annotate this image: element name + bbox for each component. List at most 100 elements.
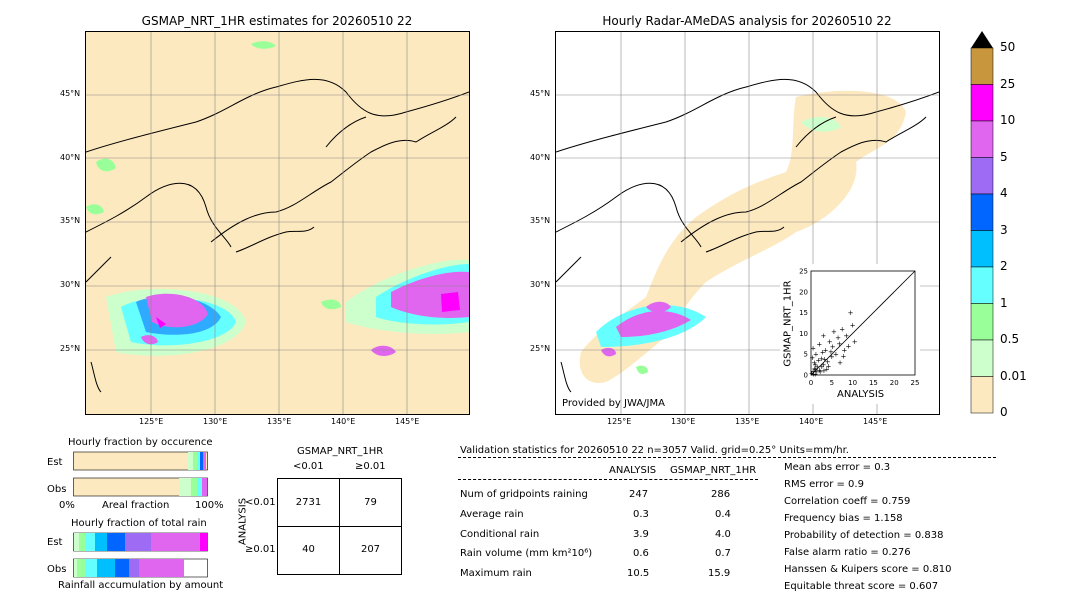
scatter-y-tick: 20 (799, 288, 808, 296)
validation-row-gsmap: 0.4 (715, 509, 731, 520)
right-map: Provided by JWA/JMA (555, 31, 940, 415)
right-coastlines (556, 78, 939, 393)
scatter-point: + (812, 361, 818, 369)
validation-score: Frequency bias = 1.158 (784, 513, 903, 524)
scatter-point: + (826, 362, 832, 370)
scatter-x-tick: 20 (890, 379, 899, 387)
validation-row-label: Rain volume (mm km²10⁶) (460, 548, 593, 559)
scatter-point: + (829, 353, 835, 361)
occurence-est-bar (73, 451, 208, 471)
left-map-title: GSMAP_NRT_1HR estimates for 20260510 22 (141, 14, 413, 28)
colorbar-block (970, 303, 994, 341)
colorbar-label: 3 (1000, 222, 1008, 237)
validation-col-analysis: ANALYSIS (609, 465, 657, 476)
right-lon-tick: 140°E (799, 417, 824, 426)
occurence-xtick-100: 100% (195, 500, 224, 511)
right-lon-tick: 125°E (607, 417, 632, 426)
total-rain-est-segment (200, 533, 207, 551)
occurence-obs-bar (73, 477, 208, 497)
contingency-header: GSMAP_NRT_1HR (297, 446, 384, 457)
colorbar-block (970, 230, 994, 268)
total-rain-obs-segment (74, 559, 77, 577)
scatter-point: + (818, 355, 824, 363)
right-map-title: Hourly Radar-AMeDAS analysis for 2026051… (602, 14, 892, 28)
right-lat-tick: 30°N (530, 280, 551, 289)
colorbar-label: 4 (1000, 186, 1008, 200)
left-lat-tick: 40°N (60, 153, 81, 162)
scatter-point: + (819, 363, 825, 371)
occurence-obs-segment (202, 478, 207, 496)
validation-score: Hanssen & Kuipers score = 0.810 (784, 564, 952, 575)
colorbar-label: 5 (1000, 149, 1008, 164)
colorbar-block (970, 120, 994, 158)
total-rain-est-segment (79, 533, 85, 551)
scatter-point: + (817, 368, 823, 376)
contingency-cell: 40 (302, 544, 315, 555)
total-rain-obs-segment (97, 559, 115, 577)
contingency-col-label: ≥0.01 (355, 461, 386, 472)
left-coastlines (86, 78, 469, 393)
total-rain-est-segment (107, 533, 125, 551)
left-lat-tick: 25°N (60, 344, 81, 353)
validation-row-analysis: 3.9 (633, 529, 649, 540)
right-lon-tick: 135°E (735, 417, 760, 426)
total-rain-title: Hourly fraction of total rain (71, 518, 207, 529)
validation-score: False alarm ratio = 0.276 (784, 547, 911, 558)
scatter-point: + (830, 343, 836, 351)
colorbar-block (970, 266, 994, 304)
scatter-x-tick: 10 (848, 379, 857, 387)
validation-score: Mean abs error = 0.3 (784, 462, 891, 473)
total-rain-obs-segment (85, 559, 97, 577)
scatter-point: + (828, 348, 834, 356)
scatter-point: + (848, 309, 854, 317)
scatter-point: + (852, 338, 858, 346)
validation-table-rule (458, 479, 758, 480)
validation-header-rule (458, 457, 996, 458)
scatter-xlabel: ANALYSIS (837, 389, 885, 400)
validation-row-gsmap: 4.0 (715, 529, 731, 540)
total-rain-est-segment (125, 533, 151, 551)
colorbar-label: 50 (1000, 40, 1016, 54)
left-lon-tick: 140°E (331, 417, 356, 426)
colorbar-label: 25 (1000, 76, 1016, 91)
colorbar-extend-arrow (971, 31, 993, 48)
colorbar-label: 0.5 (1000, 332, 1020, 346)
validation-score: Probability of detection = 0.838 (784, 530, 944, 541)
occurence-xlabel: Areal fraction (102, 500, 170, 511)
scatter-point: + (810, 344, 816, 352)
contingency-cell: 2731 (295, 497, 322, 508)
left-rain-field (86, 41, 469, 356)
scatter-point: + (821, 367, 827, 375)
scatter-point: + (813, 366, 819, 374)
scatter-point: + (814, 368, 820, 376)
right-lat-tick: 25°N (530, 344, 551, 353)
scatter-point: + (850, 322, 856, 330)
scatter-points: ++++++ ++ ++ +++++++++++++ ++++ ++ +++ ++++++++… (809, 309, 858, 379)
scatter-point: + (824, 365, 830, 373)
scatter-point: + (810, 367, 816, 375)
colorbar-block (970, 376, 994, 414)
scatter-point: + (816, 367, 822, 375)
left-lon-tick: 145°E (395, 417, 420, 426)
occurence-est-segment (188, 452, 193, 470)
scatter-point: + (831, 328, 837, 336)
scatter-point: + (811, 359, 817, 367)
occurence-est-segment (203, 452, 206, 470)
scatter-point: + (821, 332, 827, 340)
colorbar-block (970, 339, 994, 377)
scatter-point: + (816, 340, 822, 348)
scatter-y-ticks: 0 5 10 15 20 25 (799, 268, 808, 380)
scatter-point: + (820, 349, 826, 357)
scatter-point: + (836, 340, 842, 348)
scatter-point: + (837, 359, 843, 367)
contingency-col-label: <0.01 (293, 461, 324, 472)
colorbar (970, 31, 994, 414)
total-rain-obs-label: Obs (47, 564, 67, 575)
validation-col-gsmap: GSMAP_NRT_1HR (670, 465, 757, 476)
total-rain-est-segment (85, 533, 95, 551)
right-lat-tick: 35°N (530, 216, 551, 225)
scatter-point: + (833, 351, 839, 359)
right-lat-tick: 45°N (530, 89, 551, 98)
total-rain-obs-segment (139, 559, 184, 577)
contingency-row-label: <0.01 (245, 497, 276, 508)
